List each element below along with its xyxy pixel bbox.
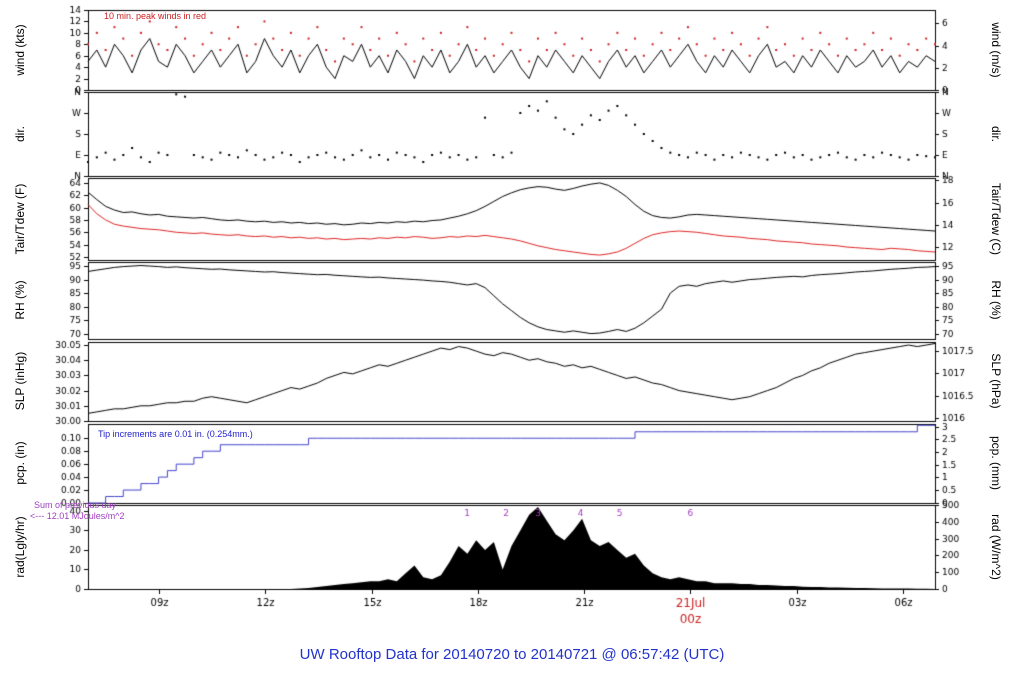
rad-sum-value: <--- 12.01 MJoules/m^2 <box>30 511 125 521</box>
rad-sum-label: Sum of previous day <box>34 500 117 510</box>
axis-rad-lgly-label: rad(Lgly/hr) <box>13 516 27 578</box>
figure-title: UW Rooftop Data for 20140720 to 20140721… <box>299 646 725 663</box>
axis-tair-f-label: Tair/Tdew (F) <box>13 183 27 255</box>
axis-wind-ms-label: wind (m/s) <box>989 22 1003 78</box>
axis-pcp-mm-label: pcp. (mm) <box>989 436 1003 490</box>
tip-increment-note: Tip increments are 0.01 in. (0.254mm.) <box>98 429 253 439</box>
peak-wind-note: 10 min. peak winds in red <box>104 11 207 21</box>
axis-tair-c-label: Tair/Tdew (C) <box>989 182 1003 256</box>
axis-slp-hpa-label: SLP (hPa) <box>989 353 1003 409</box>
axis-rh-right-label: RH (%) <box>989 280 1003 320</box>
axis-wind-kts-label: wind (kts) <box>13 24 27 76</box>
axis-dir-left-label: dir. <box>13 125 27 143</box>
axis-rad-wm2-label: rad (W/m^2) <box>989 514 1003 580</box>
axis-slp-inhg-label: SLP (inHg) <box>13 351 27 411</box>
axis-pcp-in-label: pcp. (in) <box>13 441 27 485</box>
axis-rh-left-label: RH (%) <box>13 280 27 320</box>
axis-dir-right-label: dir. <box>989 125 1003 143</box>
